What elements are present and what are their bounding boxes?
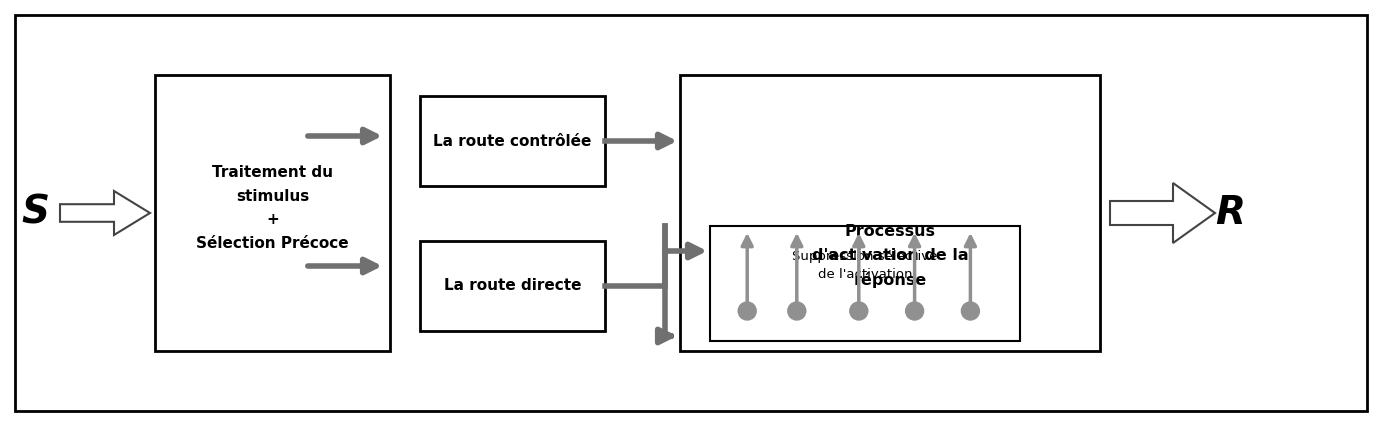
Bar [680,75,1100,351]
Polygon shape [1110,183,1215,243]
Bar [155,75,390,351]
Circle shape [738,302,756,320]
Text: Suppression sélective
de l'activation: Suppression sélective de l'activation [792,250,938,281]
Polygon shape [59,191,151,235]
Text: La route directe: La route directe [444,279,582,294]
Text: S: S [21,194,48,232]
Circle shape [962,302,980,320]
Text: Traitement du
stimulus
+
Sélection Précoce: Traitement du stimulus + Sélection Préco… [196,165,348,250]
Circle shape [788,302,806,320]
Circle shape [850,302,868,320]
Bar [420,96,605,186]
Bar [710,226,1020,341]
Bar [420,241,605,331]
Text: La route contrôlée: La route contrôlée [434,133,591,149]
Text: Processus
d'activation de la
réponse: Processus d'activation de la réponse [811,224,969,288]
Text: R: R [1215,194,1245,232]
Circle shape [905,302,923,320]
